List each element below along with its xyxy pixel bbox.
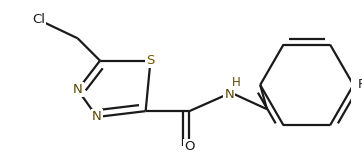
Text: H: H	[232, 77, 240, 89]
Text: O: O	[184, 140, 194, 153]
Text: N: N	[224, 88, 234, 101]
Text: F: F	[357, 78, 362, 91]
Text: S: S	[146, 54, 155, 67]
Text: N: N	[73, 83, 83, 96]
Text: N: N	[92, 110, 102, 123]
Text: Cl: Cl	[32, 13, 45, 26]
